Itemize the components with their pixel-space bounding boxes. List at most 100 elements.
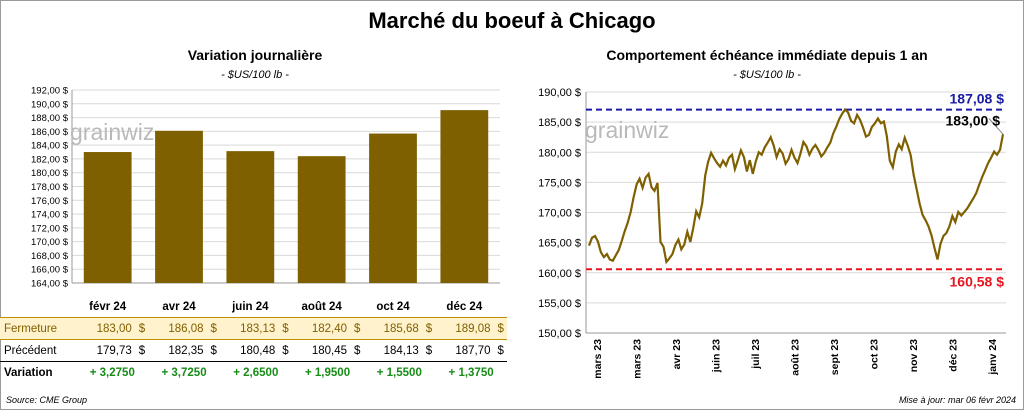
y-tick-label: 176,00 $ [31,196,69,207]
x-tick-label: août 23 [790,339,802,376]
bar [226,151,275,283]
bar-chart-title: Variation journalière [188,47,323,63]
table-cell: 180,48 [240,344,276,357]
row-label: Précédent [4,344,57,357]
line-chart-title: Comportement échéance immédiate depuis 1… [606,47,927,63]
price-table: Fermeture 183,00 $186,08 $183,13 $182,40 $185… [0,317,507,384]
y-tick-label: 168,00 $ [31,251,69,262]
variation-cell: + 3,2750 [89,366,135,379]
currency-symbol: $ [210,344,217,357]
y-tick-label: 170,00 $ [31,237,69,248]
variation-cell: + 1,9500 [305,366,351,379]
logo-watermark: grainwiz [585,117,669,143]
x-category-label: avr 24 [162,301,196,313]
currency-symbol: $ [425,344,433,357]
y-tick-label: 178,00 $ [31,182,69,193]
bar [83,152,132,283]
variation-cell: + 1,5500 [376,366,422,379]
y-tick-label: 184,00 $ [31,141,69,152]
y-tick-label: 150,00 $ [538,328,581,340]
currency-symbol: $ [138,344,146,357]
y-tick-label: 155,00 $ [538,298,581,310]
y-tick-label: 190,00 $ [31,99,69,110]
variation-cell: + 3,7250 [161,366,207,379]
x-category-label: déc 24 [446,301,482,313]
table-cell: 185,68 [383,322,419,335]
high-value-label: 187,08 $ [950,91,1005,107]
bar [297,156,346,283]
x-tick-label: juil 23 [750,339,762,370]
y-tick-label: 182,00 $ [31,154,69,165]
y-tick-label: 180,00 $ [31,168,69,179]
variation-row: Variation + 3,2750 + 3,7250 + 2,6500 + 1,950… [0,361,507,384]
currency-symbol: $ [425,322,433,335]
x-tick-label: janv 24 [987,339,999,376]
y-tick-label: 180,00 $ [538,147,581,159]
currency-symbol: $ [210,322,217,335]
bar [155,130,203,283]
logo-watermark: grainwiz [70,119,154,145]
y-tick-label: 160,00 $ [538,268,581,280]
currency-symbol: $ [497,344,504,357]
bar-chart: Variation journalière - $US/100 lb - 164… [31,47,500,313]
currency-symbol: $ [282,322,289,335]
x-category-label: août 24 [302,301,343,313]
low-value-label: 160,58 $ [950,273,1005,289]
y-tick-label: 188,00 $ [31,113,69,124]
x-tick-label: juin 23 [711,339,723,373]
closing-row: Fermeture 183,00 $186,08 $183,13 $182,40 $185… [0,317,507,340]
row-label: Fermeture [4,322,58,335]
y-tick-label: 164,00 $ [31,279,69,290]
x-tick-label: oct 23 [869,339,881,370]
currency-symbol: $ [354,344,361,357]
table-cell: 180,45 [311,344,348,357]
table-cell: 189,08 [455,322,491,335]
x-tick-label: sept 23 [829,339,841,375]
currency-symbol: $ [354,322,361,335]
currency-symbol: $ [497,322,504,335]
table-cell: 184,13 [383,344,419,357]
y-tick-label: 185,00 $ [538,117,581,129]
update-note: Mise à jour: mar 06 févr 2024 [898,395,1016,405]
table-cell: 183,13 [240,322,276,335]
x-tick-label: nov 23 [908,339,920,372]
price-series-line [587,107,1005,265]
table-cell: 186,08 [168,322,204,335]
table-cell: 183,00 [96,322,132,335]
variation-cell: + 2,6500 [233,366,279,379]
variation-cell: + 1,3750 [448,366,494,379]
x-tick-label: déc 23 [948,339,960,372]
table-cell: 179,73 [96,344,132,357]
y-tick-label: 165,00 $ [538,238,581,250]
bar [369,133,417,283]
previous-row: Précédent 179,73 $182,35 $180,48 $180,45 $184… [0,340,507,362]
page-title: Marché du boeuf à Chicago [368,8,656,33]
y-tick-label: 174,00 $ [31,210,69,221]
table-cell: 182,40 [311,322,348,335]
y-tick-label: 190,00 $ [538,87,581,99]
x-category-label: févr 24 [89,301,127,313]
row-label: Variation [4,366,53,379]
x-tick-label: avr 23 [671,339,683,370]
line-chart-subtitle: - $US/100 lb - [733,69,801,81]
y-tick-label: 175,00 $ [538,177,581,189]
x-category-label: oct 24 [376,301,410,313]
x-tick-label: mars 23 [632,339,644,379]
currency-symbol: $ [282,344,289,357]
line-chart: Comportement échéance immédiate depuis 1… [538,47,1006,379]
y-tick-label: 170,00 $ [538,208,581,220]
bar [440,110,489,284]
x-category-label: juin 24 [231,301,269,313]
x-tick-label: mars 23 [592,339,604,379]
table-cell: 187,70 [455,344,491,357]
y-tick-label: 166,00 $ [31,265,69,276]
bar-chart-subtitle: - $US/100 lb - [221,69,289,81]
source-note: Source: CME Group [6,395,88,405]
y-tick-label: 186,00 $ [31,127,69,138]
table-cell: 182,35 [168,344,204,357]
y-tick-label: 172,00 $ [31,223,69,234]
last-value-leader [988,118,1004,135]
last-value-label: 183,00 $ [946,112,1001,128]
y-tick-label: 192,00 $ [31,86,69,97]
currency-symbol: $ [138,322,146,335]
